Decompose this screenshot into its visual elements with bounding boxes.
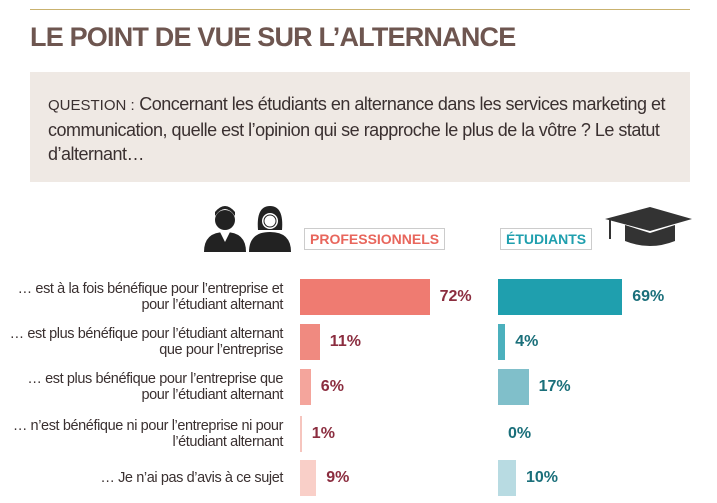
bar (498, 324, 506, 360)
value-label: 17% (538, 378, 571, 395)
value-label: 1% (311, 425, 335, 442)
bar (498, 369, 529, 405)
question-prefix: QUESTION : (48, 97, 135, 114)
value-label: 6% (320, 378, 344, 395)
legend-entry: PROFESSIONNELS (304, 228, 446, 250)
category-label: … Je n’ai pas d’avis à ce sujet (100, 470, 283, 486)
bar (300, 460, 317, 496)
graduation-cap-icon (605, 207, 692, 246)
value-label: 0% (508, 425, 532, 442)
category-label: … est plus bénéfique pour l’entreprise q… (27, 371, 283, 403)
bar (498, 279, 623, 315)
title: LE POINT DE VUE SUR L’ALTERNANCE (30, 22, 516, 52)
bar (300, 279, 430, 315)
value-label: 72% (439, 288, 472, 305)
top-rule (30, 9, 690, 10)
question-text: Concernant les étudiants en alternance d… (48, 94, 666, 164)
category-label: … n’est bénéfique ni pour l’entreprise n… (12, 418, 284, 450)
question-box (30, 72, 690, 182)
bar (498, 460, 516, 496)
question: QUESTION : Concernant les étudiants en a… (48, 92, 678, 166)
bar (300, 369, 311, 405)
value-label: 9% (326, 469, 350, 486)
value-label: 4% (515, 333, 539, 350)
bar (300, 324, 320, 360)
value-label: 10% (526, 469, 559, 486)
category-label: … est à la fois bénéfique pour l’entrepr… (17, 281, 284, 313)
bar (300, 416, 302, 452)
people-icon (204, 206, 291, 252)
legend-entry: ÉTUDIANTS (500, 228, 593, 250)
category-label: … est plus bénéfique pour l’étudiant alt… (9, 326, 284, 358)
value-label: 69% (632, 288, 665, 305)
value-label: 11% (329, 333, 361, 350)
